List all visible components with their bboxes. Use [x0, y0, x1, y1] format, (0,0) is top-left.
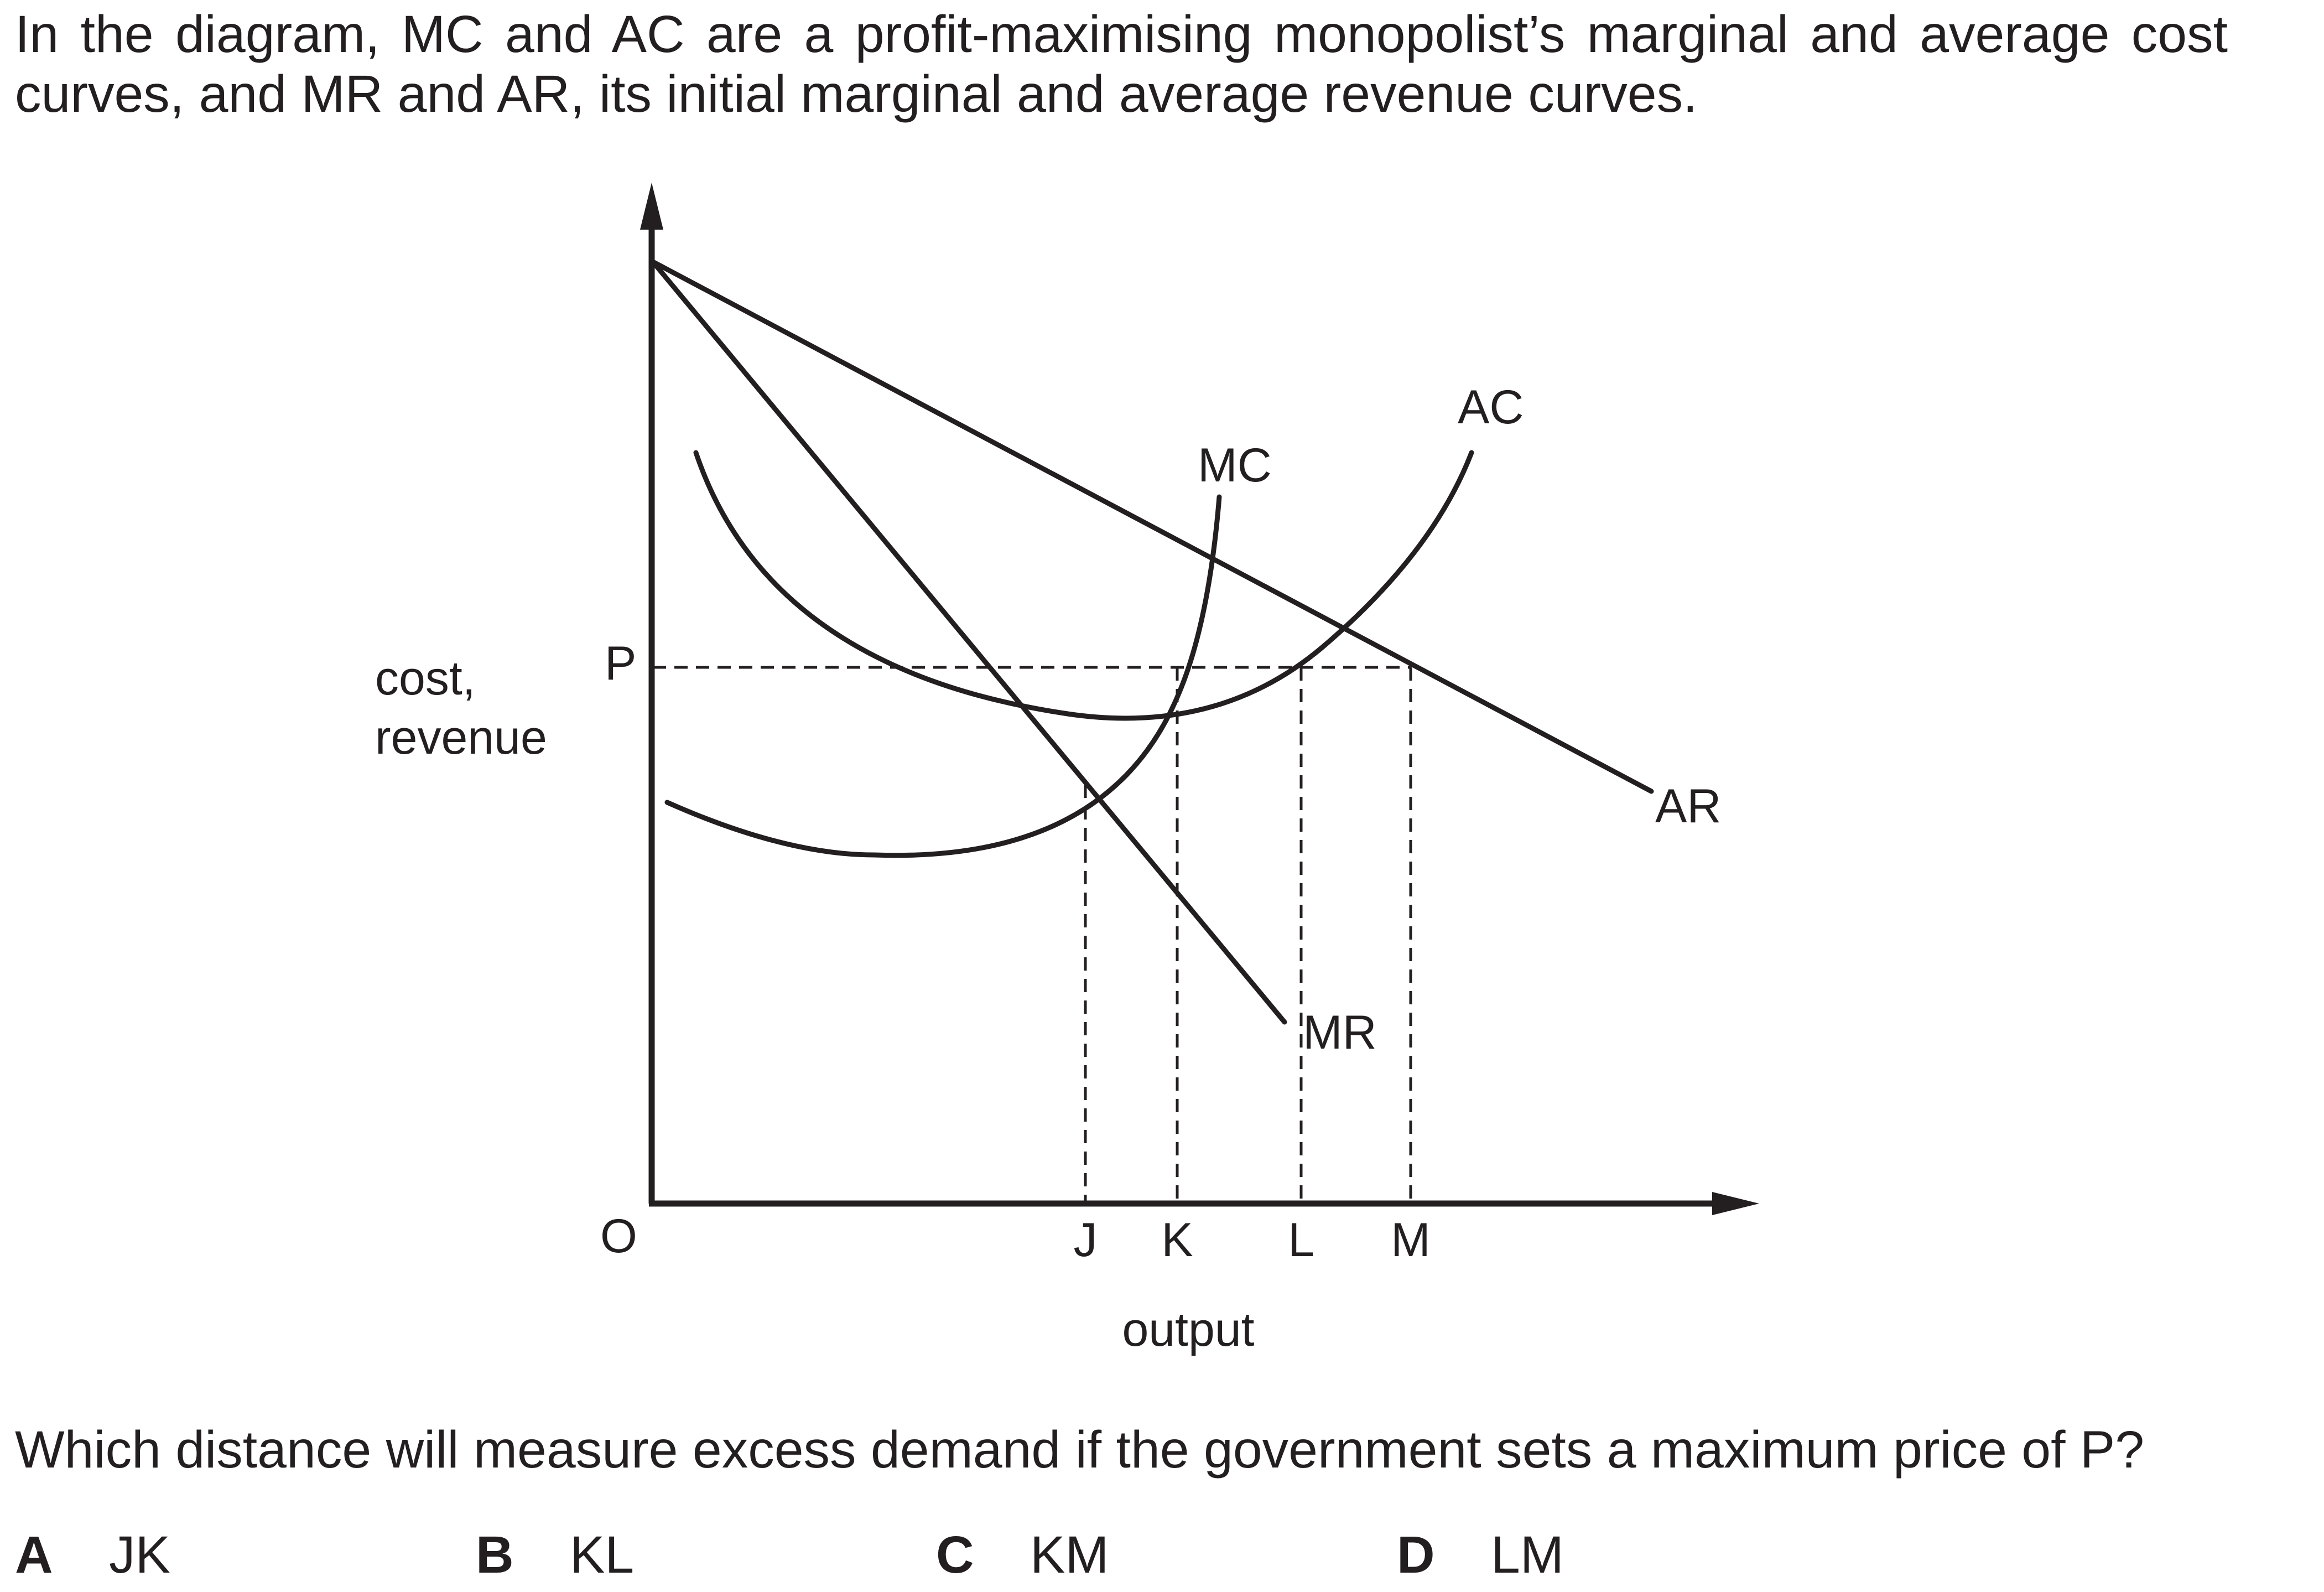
x-axis-arrow-icon — [1712, 1192, 1759, 1215]
y-axis-arrow-icon — [640, 183, 663, 230]
price-label: P — [605, 637, 636, 690]
option-b[interactable]: B KL — [476, 1524, 634, 1585]
option-c-key: C — [936, 1526, 974, 1584]
mr-label: MR — [1303, 1006, 1377, 1059]
question-text: Which distance will measure excess deman… — [15, 1420, 2145, 1479]
answer-options: A JK B KL C KM D LM — [15, 1524, 2283, 1591]
mr-curve — [650, 259, 1287, 1025]
output-mark-l: L — [1288, 1214, 1314, 1267]
ar-label: AR — [1655, 780, 1721, 833]
option-d-key: D — [1397, 1526, 1435, 1584]
intro-text: In the diagram, MC and AC are a profit-m… — [15, 5, 2228, 123]
option-d[interactable]: D LM — [1397, 1524, 1564, 1585]
y-axis-label-line2: revenue — [375, 711, 547, 764]
x-axis-label: output — [1122, 1303, 1254, 1356]
option-a-text: JK — [109, 1526, 170, 1584]
output-mark-m: M — [1391, 1214, 1431, 1267]
mc-label: MC — [1198, 439, 1272, 492]
output-mark-k: K — [1161, 1214, 1193, 1267]
option-a[interactable]: A JK — [15, 1524, 170, 1585]
ac-label: AC — [1458, 381, 1524, 434]
option-c[interactable]: C KM — [936, 1524, 1109, 1585]
option-d-text: LM — [1491, 1526, 1564, 1584]
output-mark-j: J — [1074, 1214, 1098, 1267]
y-axis-label-line1: cost, — [375, 652, 476, 705]
mc-curve — [664, 494, 1222, 858]
option-b-key: B — [476, 1526, 514, 1584]
ac-curve — [693, 450, 1474, 721]
origin-label: O — [600, 1210, 637, 1263]
option-b-text: KL — [570, 1526, 635, 1584]
option-c-text: KM — [1030, 1526, 1109, 1584]
ar-curve — [650, 259, 1654, 794]
option-a-key: A — [15, 1526, 53, 1584]
